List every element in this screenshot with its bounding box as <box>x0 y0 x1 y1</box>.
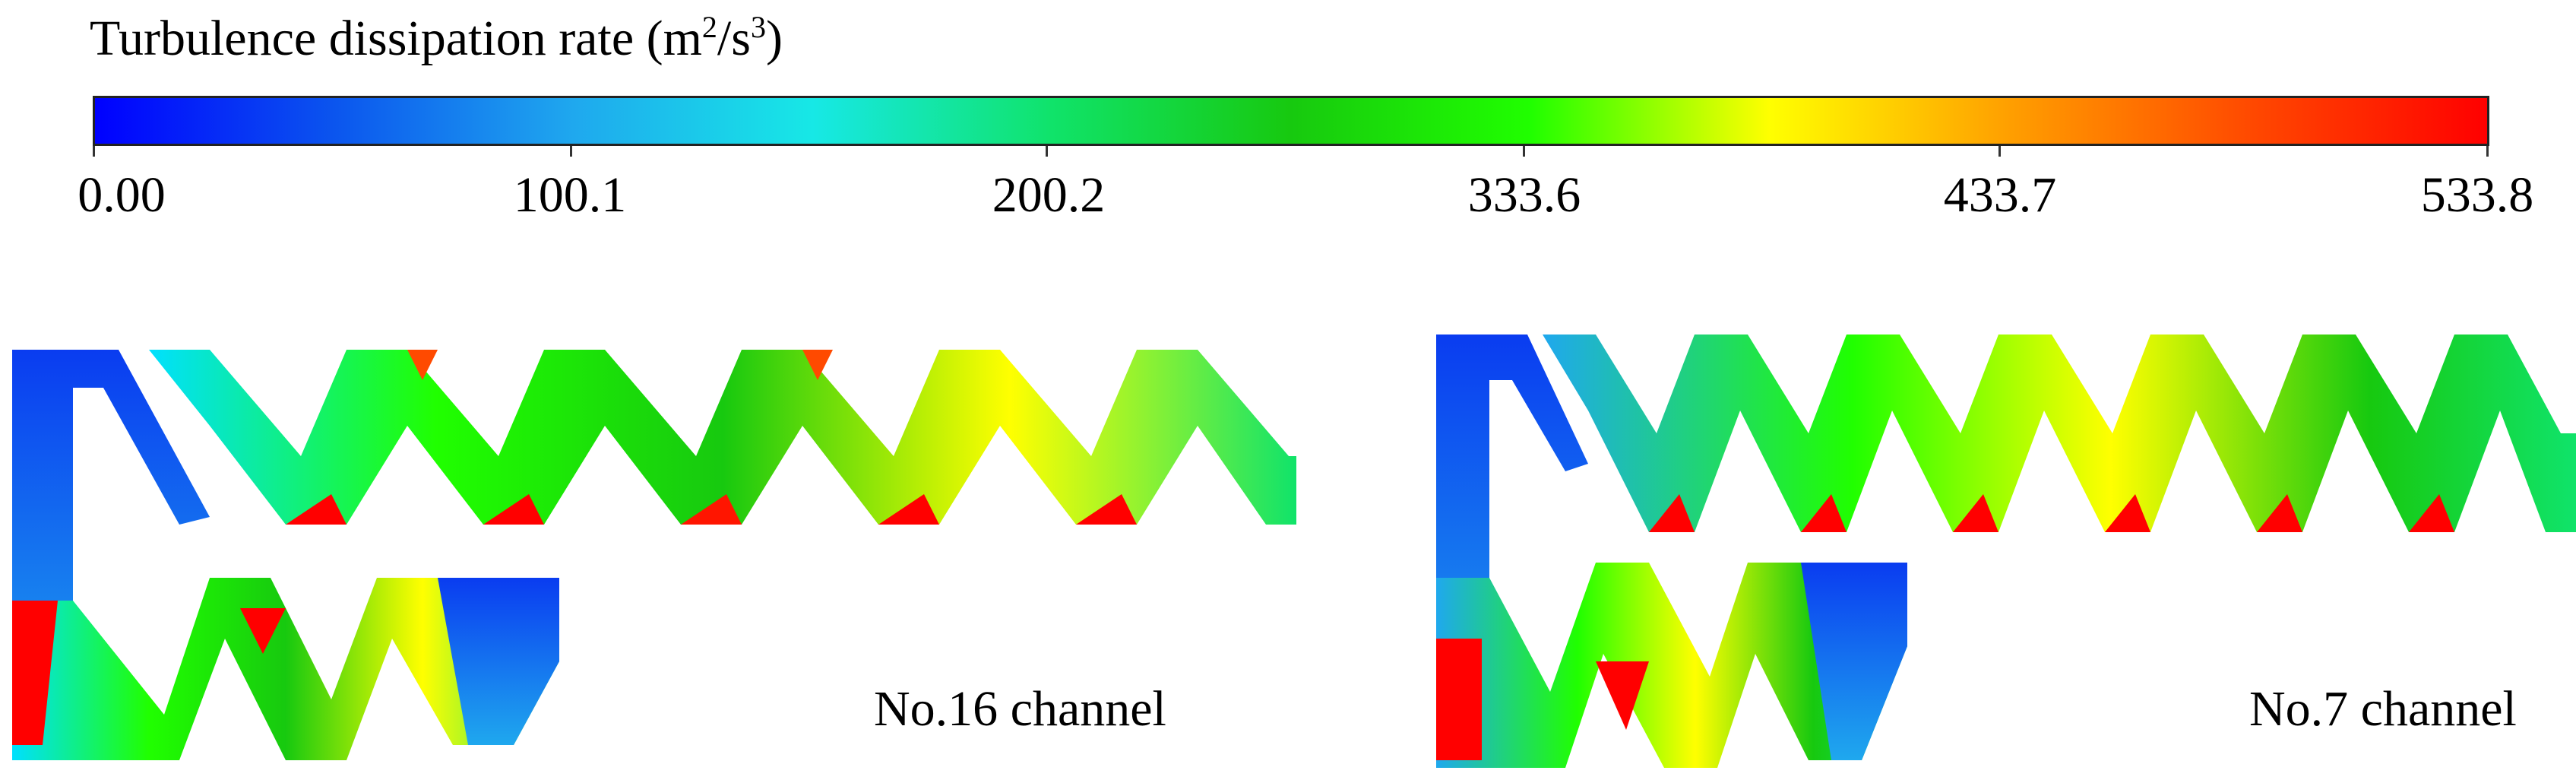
colorbar-tick <box>570 146 572 157</box>
colorbar <box>93 96 2489 146</box>
legend-title-sup-1: 2 <box>701 10 717 44</box>
legend-title-main: Turbulence dissipation rate (m <box>90 11 702 66</box>
colorbar-tick <box>1523 146 1525 157</box>
colorbar-tick-label-3: 333.6 <box>1467 167 1581 223</box>
colorbar-tick <box>1998 146 2001 157</box>
colorbar-tick-label-1: 100.1 <box>513 167 627 223</box>
colorbar-tick-label-0: 0.00 <box>78 167 166 223</box>
colorbar-tick-label-4: 433.7 <box>1943 167 2057 223</box>
channel-contour-no16 <box>12 319 1296 775</box>
contour-plot-no16 <box>12 350 1296 760</box>
colorbar-tick-label-5: 533.8 <box>2420 167 2534 223</box>
colorbar-tick <box>1046 146 1048 157</box>
legend-title-end: ) <box>765 11 783 66</box>
legend-title-sup-2: 3 <box>750 10 766 44</box>
caption-no7: No.7 channel <box>2249 681 2517 737</box>
contour-plot-no7 <box>1436 335 2576 768</box>
colorbar-tick-label-2: 200.2 <box>992 167 1106 223</box>
colorbar-tick <box>93 146 95 157</box>
legend-title: Turbulence dissipation rate (m2/s3) <box>90 11 783 66</box>
caption-no16: No.16 channel <box>874 681 1166 737</box>
channel-contour-no7 <box>1436 319 2576 775</box>
legend-title-mid: /s <box>717 11 751 66</box>
colorbar-tick <box>2486 146 2489 157</box>
